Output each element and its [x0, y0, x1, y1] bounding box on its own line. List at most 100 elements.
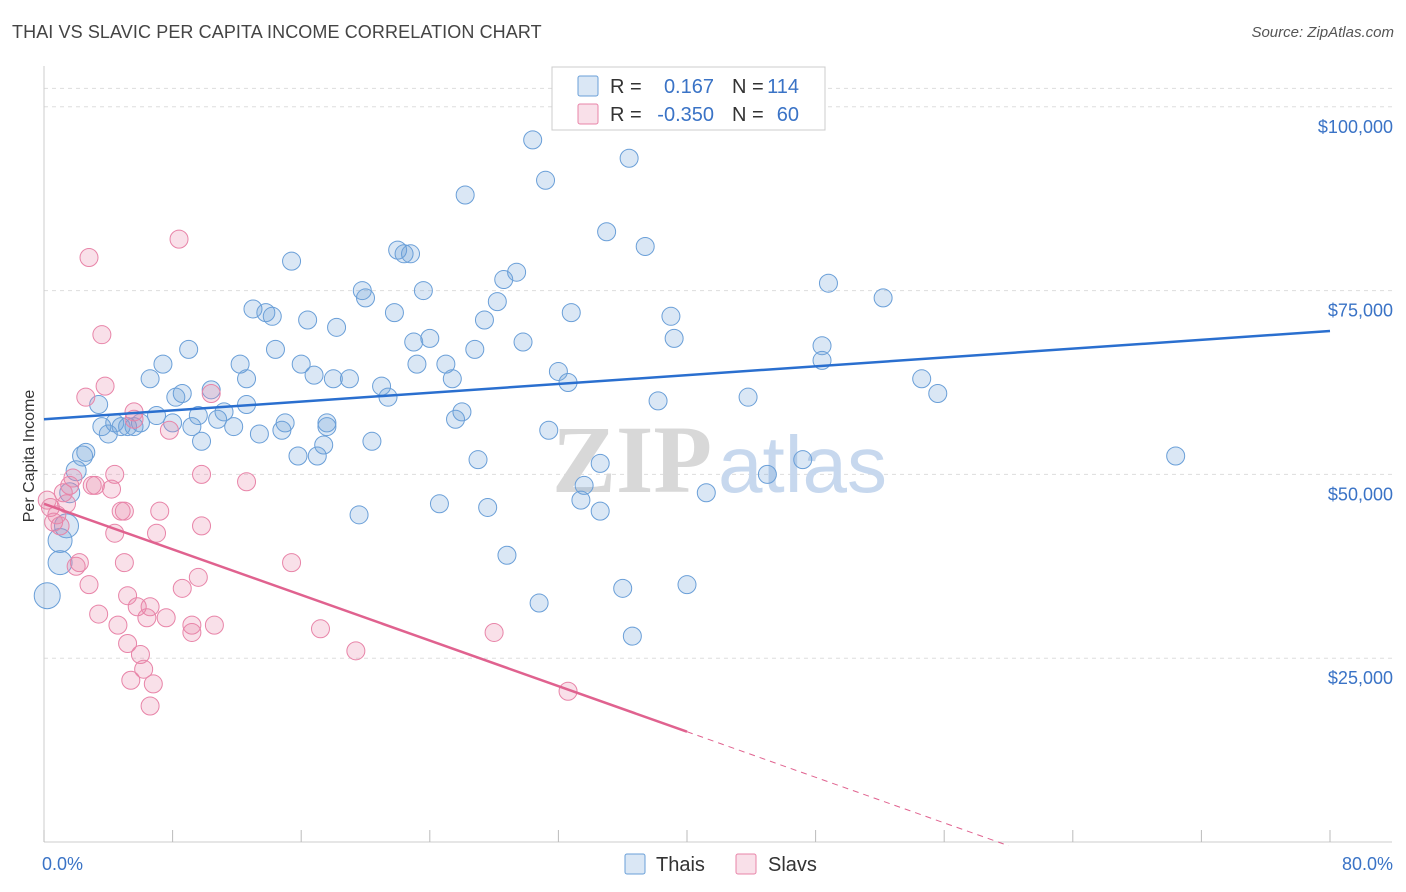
- watermark-atlas: atlas: [718, 420, 887, 509]
- slav-point: [130, 645, 150, 665]
- slav-trend-line: [43, 502, 688, 733]
- thai-point: [513, 332, 533, 352]
- slav-point: [346, 641, 366, 661]
- slav-point: [102, 479, 122, 499]
- slav-point: [134, 659, 154, 679]
- slav-point: [150, 501, 170, 521]
- thai-point: [265, 339, 285, 359]
- thai-point: [208, 409, 228, 429]
- bottom-swatch-slavs: [735, 853, 757, 875]
- slav-point: [237, 472, 257, 492]
- slav-point: [114, 501, 134, 521]
- thai-point: [622, 626, 642, 646]
- thai-point: [275, 413, 295, 433]
- thai-point: [298, 310, 318, 330]
- slav-point: [63, 468, 83, 488]
- thai-point: [47, 550, 73, 576]
- thai-point: [182, 417, 202, 437]
- thai-point: [404, 332, 424, 352]
- thai-point: [92, 417, 112, 437]
- thai-point: [455, 185, 475, 205]
- slav-point: [147, 523, 167, 543]
- slav-point: [76, 387, 96, 407]
- thai-point: [696, 483, 716, 503]
- legend-r-label-thai: R =: [610, 76, 642, 98]
- thai-point: [590, 501, 610, 521]
- thai-point: [757, 464, 777, 484]
- slav-point: [118, 586, 138, 606]
- slav-point: [182, 615, 202, 635]
- trend-lines: [43, 329, 1331, 847]
- thai-point: [677, 575, 697, 595]
- slav-point: [188, 567, 208, 587]
- slav-point: [85, 475, 105, 495]
- thai-point: [384, 303, 404, 323]
- axes: [43, 66, 1392, 843]
- thai-point: [33, 582, 61, 610]
- slav-point: [172, 578, 192, 598]
- data-points: [33, 130, 1186, 716]
- thai-point: [314, 435, 334, 455]
- thai-point: [76, 442, 96, 462]
- slav-point: [105, 464, 125, 484]
- thai-point: [317, 417, 337, 437]
- slav-point: [192, 516, 212, 536]
- thai-point: [413, 281, 433, 301]
- watermark-zip: ZIP: [552, 406, 712, 513]
- legend-n-value-thai: 114: [767, 76, 799, 98]
- thai-point: [442, 369, 462, 389]
- thai-point: [928, 384, 948, 404]
- slav-point: [137, 608, 157, 628]
- thai-point: [362, 431, 382, 451]
- thai-point: [474, 310, 494, 330]
- slav-point: [40, 497, 60, 517]
- thai-point: [356, 288, 375, 308]
- thai-point: [548, 361, 568, 381]
- slav-point: [156, 608, 176, 628]
- thai-point: [536, 170, 556, 190]
- thai-point: [349, 505, 369, 525]
- slav-point: [79, 575, 99, 595]
- legend-r-value-slav: -0.350: [657, 104, 714, 126]
- slav-trend-extension: [686, 731, 1009, 847]
- y-tick-label-0: $25,000: [1328, 668, 1393, 688]
- thai-point: [54, 513, 80, 539]
- slav-point: [79, 247, 99, 267]
- thai-point: [571, 490, 591, 510]
- thai-point: [619, 148, 639, 168]
- thai-point: [179, 339, 199, 359]
- slav-point: [140, 696, 160, 716]
- slav-point: [282, 553, 302, 573]
- thai-point: [188, 406, 208, 426]
- x-tick-label-0: 0.0%: [42, 854, 83, 874]
- slav-point: [140, 597, 160, 617]
- thai-point: [1166, 446, 1186, 466]
- thai-point: [166, 387, 186, 407]
- slav-point: [89, 604, 109, 624]
- thai-point: [613, 578, 633, 598]
- thai-point: [147, 406, 167, 426]
- thai-point: [401, 244, 421, 264]
- thai-point: [323, 369, 343, 389]
- thai-point: [661, 306, 681, 326]
- slav-point: [124, 409, 144, 429]
- x-tick-label-1: 80.0%: [1342, 854, 1393, 874]
- slav-point: [169, 229, 189, 249]
- slav-point: [95, 376, 115, 396]
- thai-point: [818, 273, 838, 293]
- slav-point: [159, 420, 179, 440]
- thai-point: [153, 354, 173, 374]
- legend-swatch-slav: [577, 103, 599, 125]
- thai-point: [648, 391, 668, 411]
- thai-point: [561, 303, 581, 323]
- slav-point: [201, 384, 221, 404]
- slav-point: [118, 633, 138, 653]
- thai-point: [192, 431, 212, 451]
- slav-point: [182, 622, 202, 642]
- thai-point: [912, 369, 932, 389]
- thai-point: [407, 354, 427, 374]
- slav-point: [92, 325, 112, 345]
- thai-point: [487, 292, 507, 312]
- legend-swatch-thai: [577, 75, 599, 97]
